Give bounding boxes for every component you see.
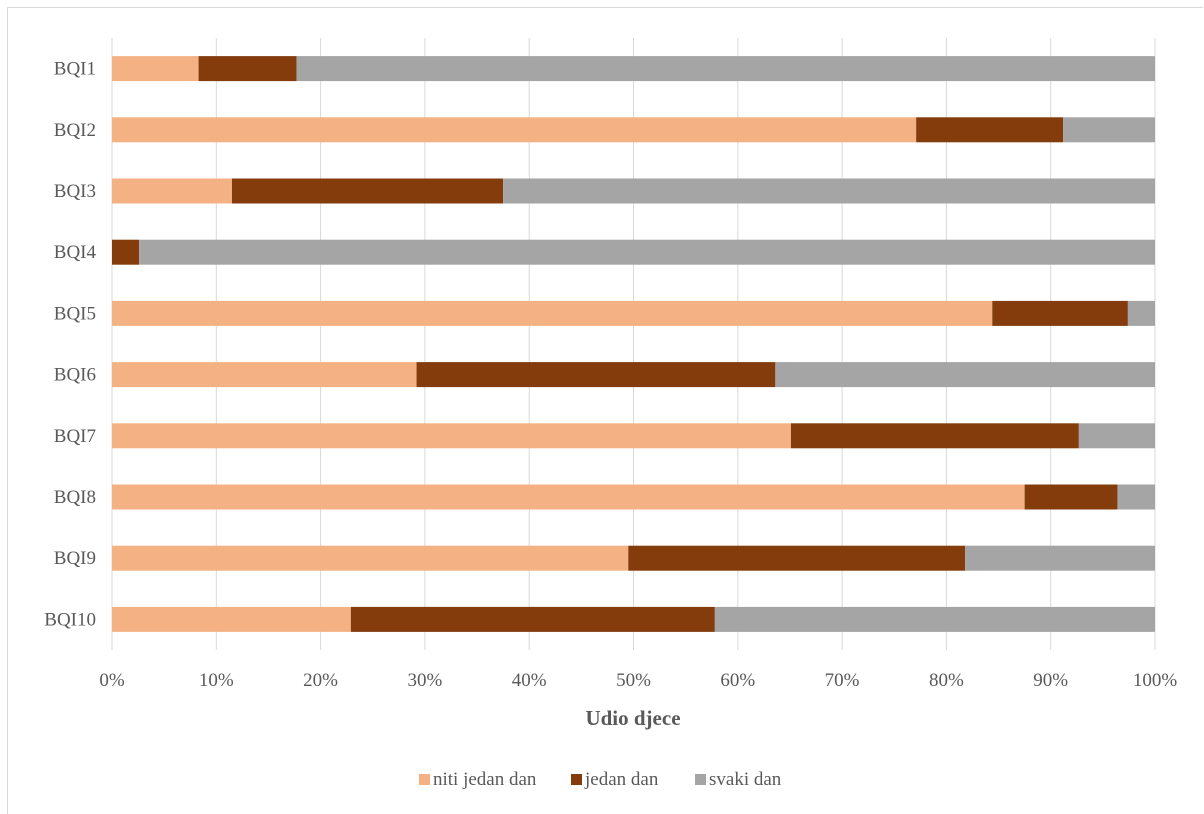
legend-swatch [419,774,430,785]
x-tick-label: 100% [1133,670,1178,691]
bar-segment [231,178,504,204]
category-label: BQI6 [54,365,96,386]
x-tick-label: 20% [303,670,338,691]
bar-segment [416,362,776,388]
bar-segment [714,606,1155,632]
legend-label: svaki dan [709,769,782,790]
legend-label: niti jedan dan [433,769,537,790]
x-tick-label: 70% [825,670,860,691]
bar-segment [790,423,1079,449]
legend-label: jedan dan [584,769,659,790]
x-tick-label: 60% [720,670,755,691]
bar-segment [112,117,917,143]
bar-segment [139,239,1156,265]
bar-segment [1063,117,1155,143]
category-label: BQI8 [54,487,96,508]
bar-segment [965,545,1155,571]
bar-segment [350,606,715,632]
category-label: BQI3 [54,181,96,202]
x-tick-label: 30% [407,670,442,691]
x-tick-label: 80% [929,670,964,691]
bar-segment [1078,423,1155,449]
bar-segment [112,239,140,265]
bars [112,56,1156,632]
x-tick-label: 40% [512,670,547,691]
bar-segment [112,545,629,571]
legend-swatch [695,774,706,785]
bar-segment [916,117,1064,143]
bar-segment [1117,484,1155,510]
x-tick-label: 10% [199,670,234,691]
legend: niti jedan dan jedan dan svaki dan [419,769,782,790]
bar-segment [1024,484,1118,510]
bar-segment [503,178,1155,204]
bar-segment [112,300,993,326]
chart-frame [7,7,1203,814]
bar-segment [296,56,1156,82]
x-axis-title: Udio djece [585,706,680,730]
x-tick-label: 0% [99,670,125,691]
legend-swatch [571,774,582,785]
category-label: BQI5 [54,303,96,324]
category-label: BQI2 [54,120,96,141]
x-tick-labels: 0% 10% 20% 30% 40% 50% 60% 70% 80% 90% 100% [99,670,1177,691]
bar-segment [112,56,199,82]
category-label: BQI10 [44,609,96,630]
x-tick-label: 50% [616,670,651,691]
category-label: BQI4 [54,242,97,263]
bar-segment [112,484,1025,510]
bar-segment [775,362,1155,388]
bar-segment [198,56,297,82]
bar-segment [112,178,232,204]
bar-segment [628,545,966,571]
bar-segment [112,606,351,632]
category-label: BQI1 [54,59,96,80]
category-labels: BQI1 BQI2 BQI3 BQI4 BQI5 BQI6 BQI7 BQI8 BQI9 BQI1… [44,59,96,631]
category-label: BQI9 [54,548,96,569]
bar-segment [992,300,1128,326]
category-label: BQI7 [54,426,96,447]
bar-segment [112,362,417,388]
bar-segment [1127,300,1155,326]
x-tick-label: 90% [1033,670,1068,691]
bar-segment [112,423,791,449]
